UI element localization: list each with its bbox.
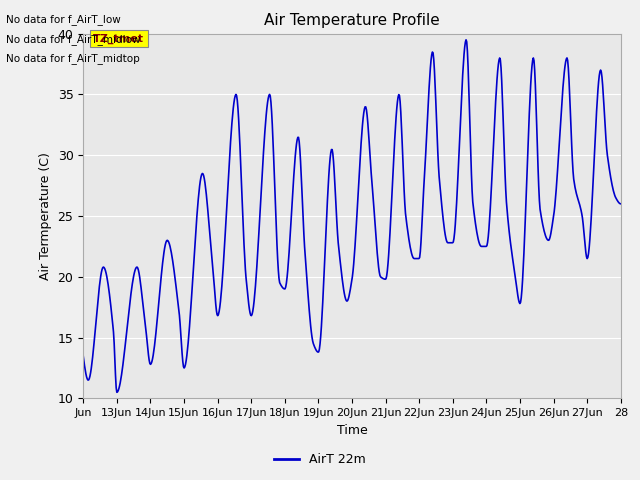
Text: TZ_tmet: TZ_tmet bbox=[93, 34, 144, 44]
Legend: AirT 22m: AirT 22m bbox=[269, 448, 371, 471]
Title: Air Temperature Profile: Air Temperature Profile bbox=[264, 13, 440, 28]
Text: No data for f_AirT_midtop: No data for f_AirT_midtop bbox=[6, 53, 140, 64]
X-axis label: Time: Time bbox=[337, 424, 367, 437]
Text: No data for f_AirT_low: No data for f_AirT_low bbox=[6, 14, 121, 25]
Text: No data for f_AirT_midlow: No data for f_AirT_midlow bbox=[6, 34, 141, 45]
Y-axis label: Air Termperature (C): Air Termperature (C) bbox=[39, 152, 52, 280]
